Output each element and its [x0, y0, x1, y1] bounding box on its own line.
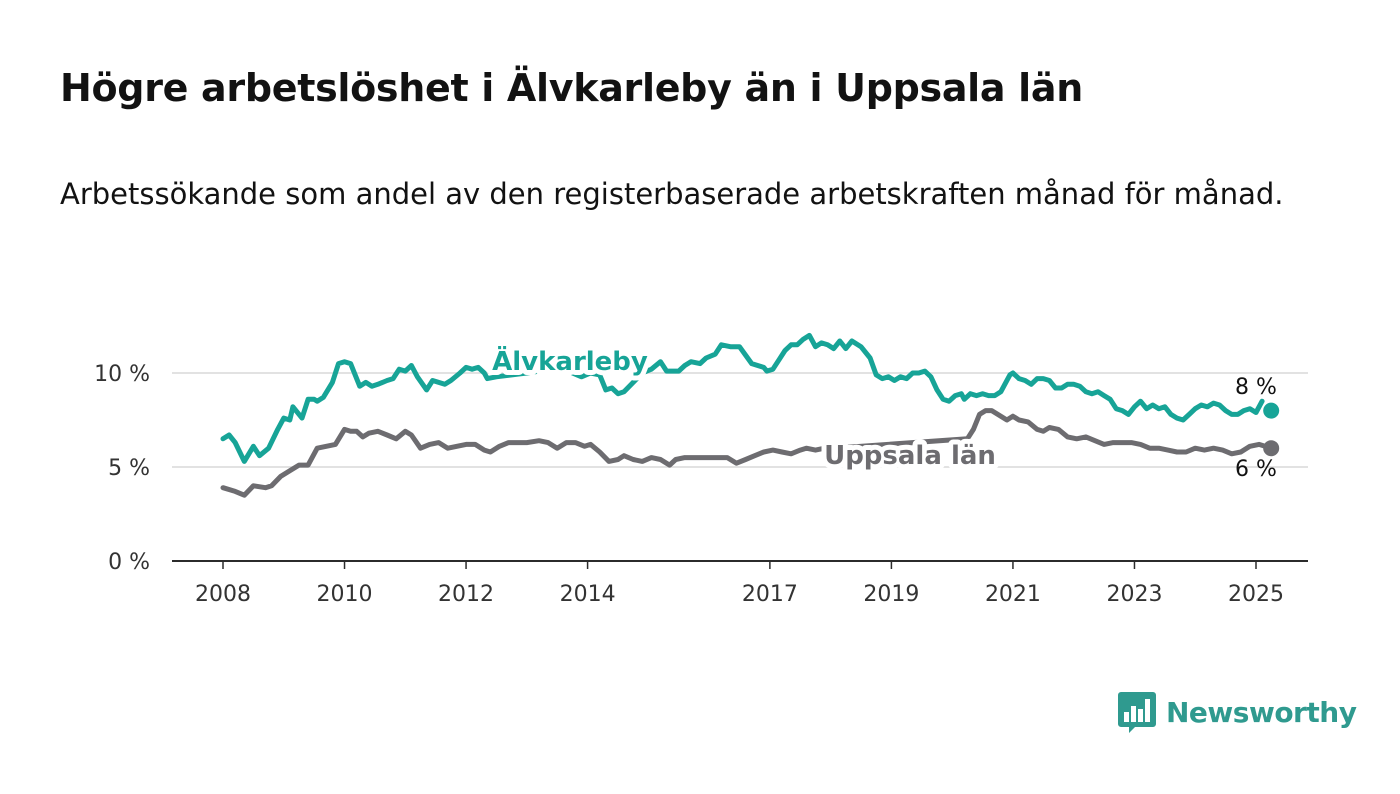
newsworthy-logo[interactable]: Newsworthy [1118, 690, 1357, 734]
brand-name: Newsworthy [1166, 695, 1357, 729]
chart-subtitle: Arbetssökande som andel av den registerb… [60, 177, 1284, 211]
series-end-marker [1263, 440, 1280, 457]
x-tick-label: 2023 [1106, 582, 1162, 607]
y-tick-label: 10 % [94, 362, 150, 387]
series-end-label: 6 % [1235, 457, 1277, 482]
x-tick-label: 2021 [985, 582, 1041, 607]
x-tick-label: 2017 [742, 582, 798, 607]
x-tick-label: 2010 [317, 582, 373, 607]
series-lines [220, 332, 1280, 498]
x-tick-label: 2008 [195, 582, 251, 607]
series-name-alvkarleby: Älvkarleby [492, 345, 648, 377]
series-line-uppsala-lan [220, 408, 1268, 498]
series-end-label: 8 % [1235, 375, 1277, 400]
series-line-alvkarleby [220, 332, 1265, 464]
x-tick-label: 2025 [1228, 582, 1284, 607]
y-tick-label: 0 % [108, 550, 150, 575]
x-tick-label: 2012 [438, 582, 494, 607]
x-tick-label: 2019 [863, 582, 919, 607]
y-axis-ticks: 0 % 5 % 10 % [94, 362, 150, 575]
x-axis: 2008 2010 2012 2014 2017 2019 2021 2023 2025 [172, 560, 1308, 607]
series-name-uppsala-lan: Uppsala län [824, 441, 996, 471]
chart-title: Högre arbetslöshet i Älvkarleby än i Upp… [60, 66, 1083, 110]
x-tick-label: 2014 [560, 582, 616, 607]
newsworthy-logo-icon [1118, 692, 1156, 733]
gridlines [172, 372, 1308, 468]
series-name-halo: Uppsala län [824, 441, 996, 471]
y-tick-label: 5 % [108, 456, 150, 481]
series-end-marker [1263, 402, 1280, 419]
series-name-halo: Älvkarleby [492, 345, 648, 377]
